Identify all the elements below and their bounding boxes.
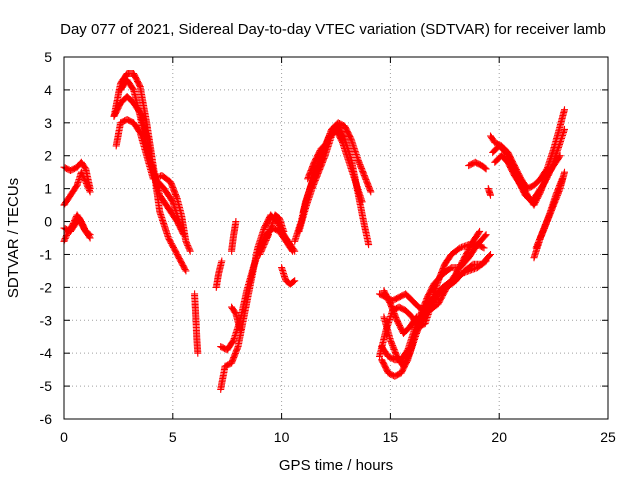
x-axis-title: GPS time / hours — [279, 457, 393, 474]
data-point-series — [228, 303, 244, 334]
data-point-series — [117, 76, 185, 232]
y-tick-label: 4 — [44, 82, 52, 98]
x-tick-label: 15 — [383, 429, 399, 445]
data-point-series — [304, 139, 331, 183]
y-tick-label: -2 — [40, 279, 53, 295]
x-tick-label: 25 — [600, 429, 616, 445]
data-point-series — [228, 218, 240, 255]
data-point-series — [532, 175, 566, 252]
x-tick-label: 20 — [491, 429, 507, 445]
data-point-series — [212, 257, 226, 291]
y-tick-label: -6 — [40, 411, 53, 427]
data-point-series — [262, 211, 288, 242]
y-tick-label: 0 — [44, 214, 52, 230]
x-tick-label: 0 — [60, 429, 68, 445]
y-tick-label: -5 — [40, 378, 53, 394]
y-axis-title: SDTVAR / TECUs — [5, 178, 22, 298]
y-tick-label: 3 — [44, 115, 52, 131]
plot-frame — [63, 56, 609, 420]
y-tick-label: -1 — [40, 246, 53, 262]
y-tick-label: 2 — [44, 148, 52, 164]
data-point-series — [491, 152, 564, 209]
y-tick-labels: -6 -5 -4 -3 -2 -1 0 1 2 3 4 5 — [40, 49, 53, 427]
data-point-series — [191, 290, 202, 357]
data-point-series — [278, 264, 299, 288]
x-tick-label: 10 — [274, 429, 290, 445]
axis-ticks — [63, 56, 609, 420]
data-point-series — [484, 185, 494, 199]
data-point-series — [380, 287, 420, 337]
y-tick-label: -3 — [40, 312, 53, 328]
chart-title: Day 077 of 2021, Sidereal Day-to-day VTE… — [60, 21, 606, 38]
x-tick-label: 5 — [169, 429, 177, 445]
y-tick-label: 5 — [44, 49, 52, 65]
x-tick-labels: 0 5 10 15 20 25 — [60, 429, 616, 445]
data-points — [60, 70, 568, 393]
y-tick-label: -4 — [40, 345, 53, 361]
y-tick-label: 1 — [44, 181, 52, 197]
data-point-series — [465, 158, 490, 173]
